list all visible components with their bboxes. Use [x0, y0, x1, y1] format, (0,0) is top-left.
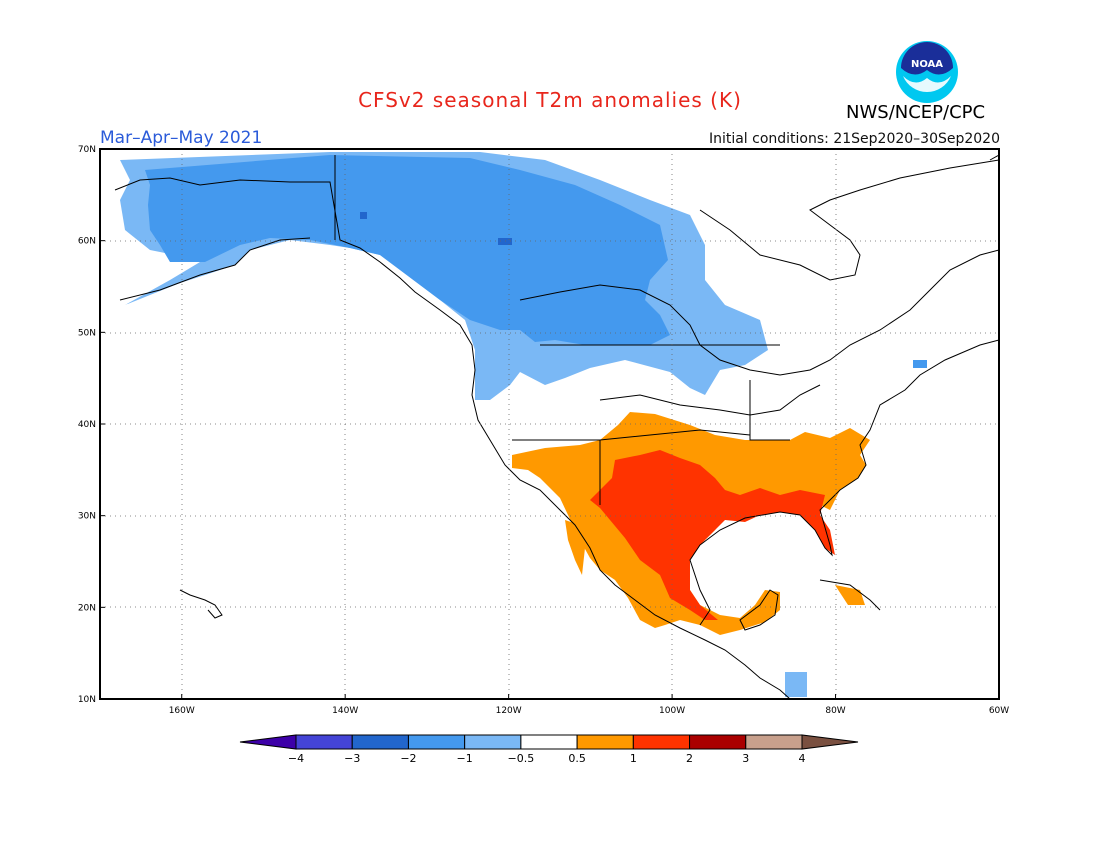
noaa-logo: NOAA	[896, 41, 958, 103]
logo-text: NOAA	[911, 59, 943, 70]
lat-tick-label: 30N	[78, 512, 96, 522]
colorbar-swatch	[464, 734, 522, 750]
latitude-axis: 70N 60N 50N 40N 30N 20N 10N	[78, 145, 105, 705]
warm-anomaly-light	[835, 585, 865, 605]
lon-tick-label: 140W	[332, 706, 358, 716]
cool-anomaly-spot	[498, 238, 512, 245]
colorbar: −4 −3 −2 −1 −0.5 0.5 1 2 3 4	[239, 734, 859, 765]
colorbar-label: 2	[686, 752, 693, 765]
lon-tick-label: 160W	[169, 706, 195, 716]
cool-anomaly-spot	[913, 360, 927, 368]
lat-tick-label: 60N	[78, 237, 96, 247]
lat-tick-label: 40N	[78, 420, 96, 430]
agency-label: NWS/NCEP/CPC	[846, 102, 986, 123]
colorbar-label: 4	[799, 752, 806, 765]
graticule	[100, 149, 999, 699]
colorbar-swatch	[351, 734, 409, 750]
map-title: CFSv2 seasonal T2m anomalies (K)	[358, 88, 742, 112]
colorbar-max-arrow	[801, 734, 859, 750]
lon-tick-label: 120W	[496, 706, 522, 716]
cool-anomaly-mid	[145, 155, 670, 345]
colorbar-label: 3	[742, 752, 749, 765]
anomaly-field	[120, 152, 927, 697]
colorbar-label: 1	[630, 752, 637, 765]
lat-tick-label: 20N	[78, 603, 96, 613]
coastlines	[114, 154, 999, 699]
colorbar-swatch	[520, 734, 578, 750]
colorbar-label: −4	[288, 752, 304, 765]
colorbar-label: 0.5	[568, 752, 586, 765]
lat-tick-label: 10N	[78, 695, 96, 705]
lat-tick-label: 70N	[78, 145, 96, 155]
colorbar-label: −0.5	[508, 752, 535, 765]
lon-tick-label: 80W	[825, 706, 845, 716]
lat-tick-label: 50N	[78, 328, 96, 338]
longitude-axis: 160W 140W 120W 100W 80W 60W	[169, 694, 1009, 716]
season-label: Mar–Apr–May 2021	[100, 128, 263, 148]
warm-anomaly-light	[565, 520, 585, 575]
colorbar-swatch	[632, 734, 691, 750]
colorbar-swatch	[407, 734, 466, 750]
cool-anomaly-spot	[360, 212, 367, 219]
warm-anomaly-mid	[590, 450, 835, 620]
colorbar-swatch	[689, 734, 747, 750]
colorbar-swatch	[576, 734, 634, 750]
colorbar-label: −3	[344, 752, 360, 765]
lon-tick-label: 60W	[989, 706, 1009, 716]
colorbar-swatch	[295, 734, 353, 750]
colorbar-swatch	[745, 734, 803, 750]
lon-tick-label: 100W	[659, 706, 685, 716]
colorbar-label: −2	[400, 752, 416, 765]
initial-conditions-label: Initial conditions: 21Sep2020–30Sep2020	[708, 131, 1000, 147]
cool-anomaly-spot	[785, 672, 807, 697]
colorbar-label: −1	[457, 752, 473, 765]
colorbar-min-arrow	[239, 734, 297, 750]
